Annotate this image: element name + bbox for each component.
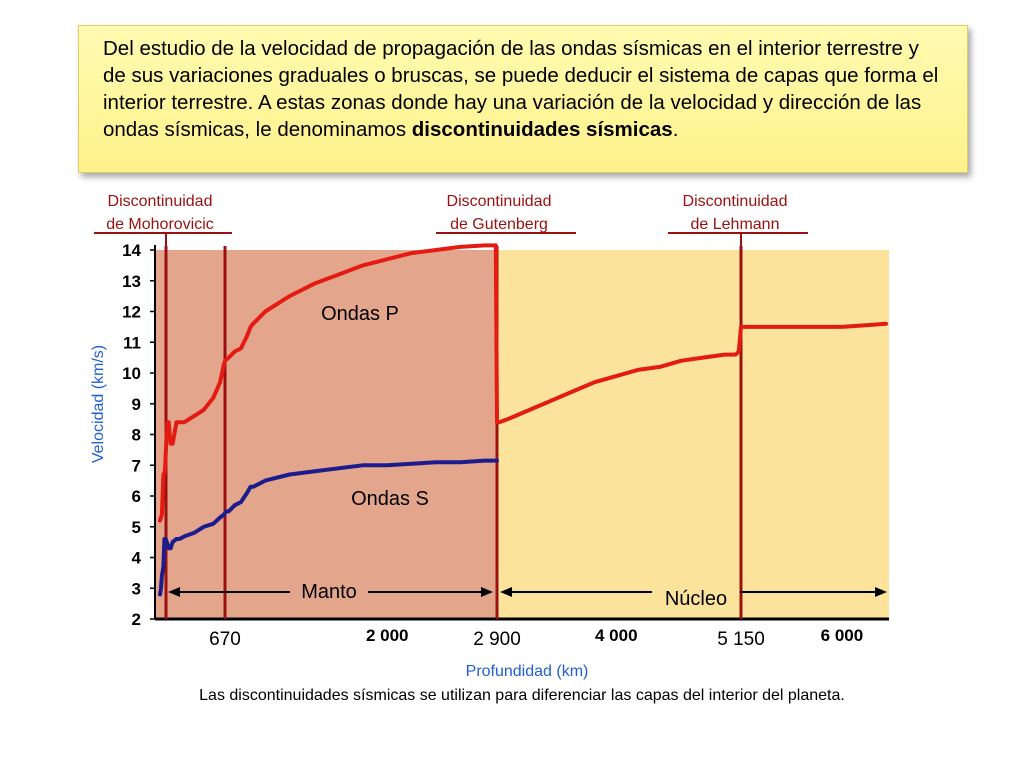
intro-text-end: . [672, 118, 679, 141]
y-axis-label: Velocidad (km/s) [90, 345, 107, 463]
x-tick-label: 4 000 [595, 626, 638, 645]
mantle-arrow-head [168, 587, 180, 597]
discontinuity-label-line1: Discontinuidad [683, 193, 788, 210]
discontinuity-label-line2: de Gutenberg [450, 216, 548, 233]
core-label: Núcleo [665, 588, 727, 610]
y-tick-label: 11 [123, 333, 141, 352]
intro-text-bold: discontinuidades sísmicas [411, 118, 673, 141]
core-arrow-head [500, 587, 512, 597]
mantle-region [155, 250, 497, 619]
mantle-arrow-head [481, 587, 493, 597]
intro-text: Del estudio de la velocidad de propagaci… [103, 37, 939, 141]
core-region [497, 250, 889, 619]
series-label: Ondas S [351, 488, 429, 510]
core-arrow-head [875, 587, 887, 597]
series-line [158, 458, 499, 597]
y-tick-label: 13 [122, 272, 141, 291]
y-tick-label: 6 [132, 487, 141, 506]
x-tick-label: 670 [209, 629, 241, 650]
discontinuity-label-line1: Discontinuidad [447, 193, 552, 210]
y-tick-label: 8 [132, 426, 141, 445]
intro-text-box: Del estudio de la velocidad de propagaci… [78, 25, 968, 173]
figure-caption: Las discontinuidades sísmicas se utiliza… [199, 687, 845, 704]
discontinuity-label-line2: de Lehmann [691, 216, 780, 233]
x-axis-label: Profundidad (km) [466, 663, 589, 680]
x-tick-label: 2 000 [366, 626, 409, 645]
mantle-label: Manto [301, 581, 357, 603]
x-tick-label: 5 150 [717, 629, 765, 650]
y-tick-label: 5 [132, 518, 141, 537]
x-tick-label: 2 900 [473, 629, 521, 650]
y-tick-label: 4 [132, 549, 142, 568]
y-tick-label: 12 [122, 303, 141, 322]
x-tick-label: 6 000 [821, 626, 864, 645]
discontinuity-label-line1: Discontinuidad [108, 193, 213, 210]
series-line [158, 243, 888, 523]
discontinuity-label-line2: de Mohorovicic [106, 216, 214, 233]
series-label: Ondas P [321, 303, 399, 325]
y-tick-label: 9 [132, 395, 141, 414]
y-tick-label: 3 [132, 579, 141, 598]
y-tick-label: 10 [122, 364, 141, 383]
y-tick-label: 7 [132, 456, 141, 475]
y-tick-label: 2 [132, 610, 141, 629]
y-tick-label: 14 [122, 241, 141, 260]
